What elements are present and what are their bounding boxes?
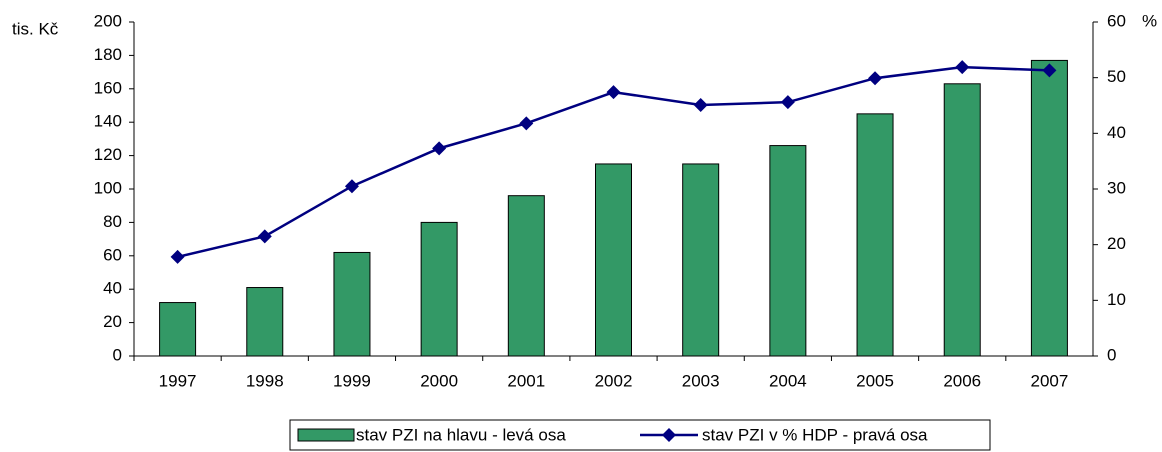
line-marker (780, 95, 795, 110)
x-tick-label: 2004 (769, 371, 807, 390)
x-tick-label: 2001 (507, 371, 545, 390)
line-marker (519, 116, 534, 131)
y-tick-label: 100 (94, 178, 122, 197)
y2-tick-label: 10 (1107, 290, 1126, 309)
bar (159, 302, 197, 357)
y-tick-label: 80 (103, 212, 122, 231)
bar (682, 163, 720, 357)
bar (420, 221, 458, 357)
bar (507, 195, 545, 357)
line-marker (1042, 63, 1057, 78)
legend-swatch (297, 428, 355, 442)
line-marker (693, 97, 708, 112)
y-tick-label: 0 (113, 345, 122, 364)
legend-label: stav PZI na hlavu - levá osa (356, 425, 566, 444)
bar (246, 287, 284, 357)
y2-tick-label: 20 (1107, 234, 1126, 253)
bar (769, 145, 807, 357)
x-tick-label: 2003 (682, 371, 720, 390)
bar (943, 83, 981, 357)
y2-tick-label: 60 (1107, 11, 1126, 30)
line-marker (257, 229, 272, 244)
bar (1030, 59, 1068, 357)
x-tick-label: 1998 (246, 371, 284, 390)
y2-tick-label: 30 (1107, 178, 1126, 197)
y2-tick-label: 40 (1107, 123, 1126, 142)
x-tick-label: 2005 (856, 371, 894, 390)
y2-tick-label: 50 (1107, 67, 1126, 86)
y-tick-label: 200 (94, 11, 122, 30)
x-tick-label: 1999 (333, 371, 371, 390)
x-tick-label: 1997 (159, 371, 197, 390)
bar (856, 113, 894, 357)
x-tick-label: 2006 (943, 371, 981, 390)
legend-marker (662, 428, 676, 442)
line-marker (432, 141, 447, 156)
line-marker (955, 60, 970, 75)
x-tick-label: 2002 (595, 371, 633, 390)
legend-label: stav PZI v % HDP - pravá osa (702, 425, 928, 444)
line-marker (606, 85, 621, 100)
x-tick-label: 2007 (1030, 371, 1068, 390)
x-tick-label: 2000 (420, 371, 458, 390)
line-marker (170, 249, 185, 264)
line-marker (344, 179, 359, 194)
y-tick-label: 60 (103, 245, 122, 264)
y-tick-label: 160 (94, 78, 122, 97)
y-tick-label: 180 (94, 45, 122, 64)
y-tick-label: 40 (103, 279, 122, 298)
y2-tick-label: 0 (1107, 345, 1116, 364)
bar (595, 163, 632, 357)
bar (333, 251, 371, 357)
y-tick-label: 140 (94, 112, 122, 131)
y2-axis-label: % (1142, 11, 1157, 30)
y-tick-label: 20 (103, 312, 122, 331)
y-axis-label: tis. Kč (12, 19, 59, 38)
line-marker (868, 71, 883, 86)
y-tick-label: 120 (94, 145, 122, 164)
